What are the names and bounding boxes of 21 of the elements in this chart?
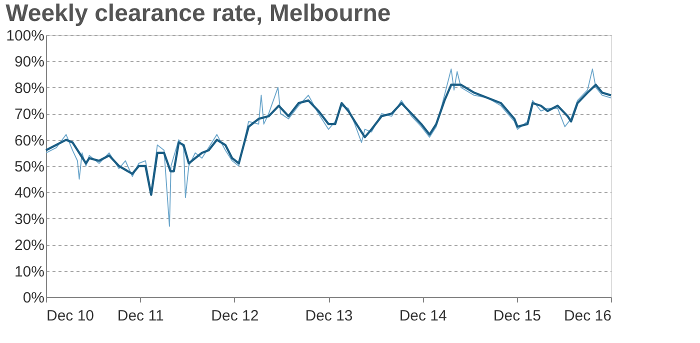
y-tick-label: 30% (14, 210, 44, 228)
x-tick-label: Dec 11 (117, 308, 164, 324)
y-tick-label: 90% (14, 54, 44, 71)
y-tick-label: 70% (14, 106, 44, 124)
line-series (44, 84, 612, 196)
x-tick-label: Dec 14 (399, 308, 447, 324)
x-tick-label: Dec 12 (211, 308, 259, 324)
y-tick-label: 20% (14, 237, 44, 254)
y-tick-label: 10% (14, 263, 44, 280)
y-tick-label: 80% (14, 80, 44, 97)
chart-title: Weekly clearance rate, Melbourne (6, 0, 391, 27)
line-series (46, 68, 612, 227)
y-tick-label: 0% (22, 290, 44, 306)
y-tick-label: 50% (14, 158, 44, 176)
x-tick-label: Dec 10 (46, 308, 94, 324)
x-tick-label: Dec 16 (564, 308, 612, 324)
x-tick-label: Dec 15 (493, 308, 541, 324)
y-tick-label: 60% (14, 132, 44, 150)
y-tick-label: 100% (6, 28, 44, 44)
y-tick-label: 40% (14, 184, 44, 202)
x-tick-label: Dec 13 (305, 308, 353, 324)
